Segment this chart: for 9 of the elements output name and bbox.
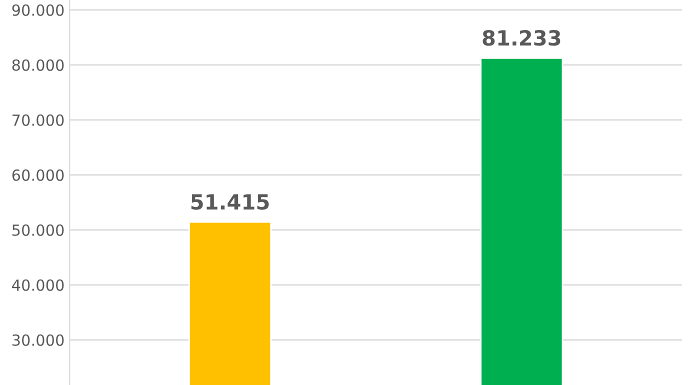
y-tick-label: 80.000	[12, 59, 64, 71]
y-tick-label: 40.000	[12, 279, 64, 291]
data-label: 81.233	[482, 30, 560, 46]
data-label: 51.415	[191, 194, 269, 210]
y-tick-label: 90.000	[12, 4, 64, 16]
y-tick-label: 50.000	[12, 224, 64, 236]
y-tick-label: 30.000	[12, 334, 64, 346]
y-tick-label: 70.000	[12, 114, 64, 126]
y-tick-label: 60.000	[12, 169, 64, 181]
